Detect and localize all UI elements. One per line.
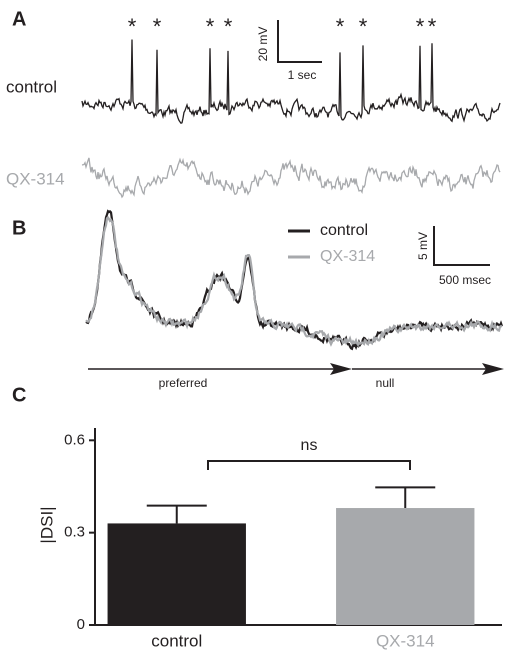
y-tick-label: 0.3 [64,524,85,541]
asterisk: * [224,14,233,39]
trace-label: QX-314 [6,169,65,188]
asterisk: * [416,14,425,39]
x-tick-label: QX-314 [376,631,435,650]
asterisk: * [128,14,137,39]
x-tick-label: control [151,631,202,650]
panel-label: C [12,384,26,406]
direction-label: null [376,376,395,390]
annotation: ns [301,437,318,454]
significance-bracket [207,460,411,470]
scale-label: 500 msec [439,273,491,287]
arrow-head [482,363,504,375]
trace [81,39,501,124]
bar [107,523,246,625]
legend-label: control [320,222,368,239]
scale-label: 1 sec [288,68,317,82]
asterisk: * [336,14,345,39]
scale-label: 20 mV [256,27,270,62]
panel-label: A [12,8,26,30]
direction-label: preferred [159,376,208,390]
y-tick-label: 0.6 [64,431,85,448]
asterisk: * [206,14,215,39]
asterisk: * [153,14,162,39]
trace [81,157,501,199]
trace [85,216,503,348]
asterisk: * [359,14,368,39]
y-axis-label: |DSI| [37,506,56,543]
panel-label: B [12,217,26,239]
scale-bar [433,226,490,266]
asterisk: * [428,14,437,39]
scale-label: 5 mV [416,232,430,260]
arrow-head [330,363,352,375]
bar [336,508,475,625]
scale-bar [277,20,322,63]
trace-label: control [6,77,57,96]
y-tick-label: 0 [77,616,85,633]
legend-label: QX-314 [320,248,375,265]
